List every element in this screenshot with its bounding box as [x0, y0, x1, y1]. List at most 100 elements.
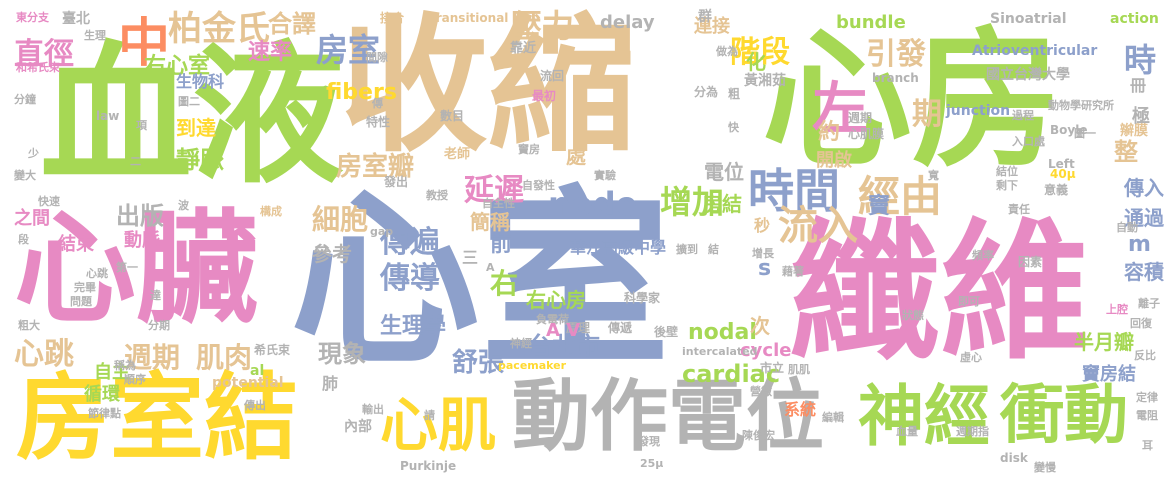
word-kuaisu: 快速 [38, 195, 60, 208]
word-chengwei: 稱為 [114, 359, 136, 372]
word-shuchu: 輸出 [362, 403, 384, 416]
word-fangshijie: 房室結 [16, 364, 299, 473]
word-kexuejia: 科學家 [624, 291, 661, 305]
word-jiehe: 接合 [380, 11, 405, 25]
word-xibao: 細胞 [312, 203, 369, 236]
word-kuai: 快 [728, 121, 739, 134]
word-zuichu: 最初 [532, 89, 557, 103]
word-atrioventricular: Atrioventricular [972, 43, 1098, 59]
word-xiang: 項 [136, 119, 147, 132]
word-xintiao: 心跳 [14, 337, 74, 372]
word-zhouqi: 週期 [124, 341, 181, 374]
word-xianwei: 纖維 [790, 206, 1091, 380]
word-san: 三 [462, 248, 479, 267]
word-nodal: nodal [688, 320, 757, 345]
word-ce: 冊 [1130, 76, 1147, 95]
word-huajiang: 華江高級中學 [570, 238, 667, 257]
word-kaiqi: 開啟 [816, 150, 852, 171]
word-zhong: 中 [118, 14, 171, 74]
word-xintiao-small: 心跳 [86, 267, 108, 280]
word-intercalated: intercalated [682, 345, 758, 358]
word-guocheng: 過程 [1012, 109, 1034, 122]
word-qun: 群 [698, 9, 712, 25]
word-miao: 秒 [754, 216, 771, 235]
word-duan: 段 [18, 233, 29, 246]
word-chuandao: 傳導 [380, 261, 440, 296]
word-lianjie: 連接 [694, 16, 730, 37]
word-cankao: 參考 [312, 242, 352, 266]
word-shenglixue: 生理學 [380, 314, 447, 339]
word-jieshu: 結束 [58, 234, 94, 255]
word-fenqi: 分期 [148, 319, 170, 332]
word-shijian: 時間 [748, 164, 840, 218]
word-taibeishi: 台北市 [528, 332, 600, 360]
word-ji: 極 [1132, 106, 1150, 127]
word-huangxiangru: 黃湘茹 [744, 73, 786, 89]
word-ntu: 國立台灣大學 [986, 67, 1070, 83]
word-texing: 特性 [366, 115, 391, 129]
word-bianji: 編輯 [822, 411, 844, 424]
word-zengjia: 增加 [660, 183, 725, 221]
word-chuan: 傳 [372, 97, 383, 110]
word-jie-small: 結 [708, 243, 719, 256]
word-jiezhe: 藉著 [782, 265, 804, 278]
word-ci: 次 [750, 314, 770, 338]
word-chongdong: 衝動 [1000, 379, 1128, 453]
word-qian: 前 [490, 232, 513, 257]
word-youxinshi: 右心室 [144, 54, 211, 79]
word-m: m [1128, 232, 1151, 257]
word-wanbi: 完畢 [74, 281, 96, 294]
word-junction: junction [946, 103, 1011, 119]
word-laoshi: 老師 [444, 147, 471, 162]
word-yinfa: 引發 [866, 37, 926, 72]
word-kuan: 寬 [928, 169, 939, 182]
word-zhuangtai: 狀態 [902, 309, 924, 322]
word-yali: 壓力 [510, 7, 575, 45]
word-zeren: 責任 [1008, 203, 1030, 216]
word-er: 耳 [1142, 439, 1153, 452]
word-a: A [486, 261, 495, 274]
word-av: A V [546, 320, 581, 341]
word-dianzu: 電阻 [1136, 409, 1158, 422]
word-bianman: 變慢 [1034, 461, 1056, 474]
word-shumu: 數目 [440, 109, 465, 123]
word-25mu: 25μ [640, 457, 664, 470]
word-fangshiban: 房室瓣 [336, 152, 415, 182]
word-youxinfang: 右心房 [526, 288, 586, 312]
word-jielvdian: 節律點 [88, 407, 121, 420]
word-zuo: 左 [812, 77, 868, 142]
word-purkinje: Purkinje [400, 459, 457, 473]
word-xishishu: 希氏束 [254, 343, 291, 357]
word-bianda: 變大 [14, 169, 36, 182]
word-40mu: 40μ [1050, 167, 1076, 181]
word-shao: 少 [28, 147, 39, 160]
word-rukouchu: 入口處 [1012, 135, 1045, 148]
word-delay: delay [600, 12, 655, 33]
word-bo: 波 [178, 199, 189, 212]
word-left: Left [1048, 157, 1075, 171]
word-boyle: Boyle [1050, 123, 1088, 137]
word-jiaoshou: 教授 [426, 189, 448, 202]
word-shili: 市立 [760, 361, 785, 375]
word-s: s [758, 256, 772, 281]
word-shangqiang: 上腔 [1106, 303, 1128, 316]
word-zuowei: 做為 [716, 45, 738, 58]
word-chenjunhong: 陳俊宏 [742, 429, 775, 442]
word-dongzuodianwei: 動作電位 [512, 372, 825, 462]
word-chu: 處 [566, 144, 586, 168]
word-yuanli: 原理 [566, 321, 591, 335]
word-zhouqi-small: 週期 [848, 111, 873, 125]
word-huifu: 回復 [1130, 317, 1152, 330]
word-lizi: 離子 [1138, 297, 1160, 310]
word-jiancheng: 簡稱 [470, 210, 510, 234]
word-xunhuan: 循環 [84, 384, 120, 405]
word-wenti: 問題 [70, 295, 92, 308]
word-chuban: 出版 [116, 202, 164, 230]
word-yingwei: 營微 [750, 385, 772, 398]
word-node: node [548, 185, 638, 223]
word-jirou: 肌肉 [196, 341, 253, 374]
word-qing: 請 [424, 409, 435, 422]
word-bojinshi: 柏金氏 [168, 9, 270, 49]
word-houbi: 後壁 [654, 325, 679, 339]
